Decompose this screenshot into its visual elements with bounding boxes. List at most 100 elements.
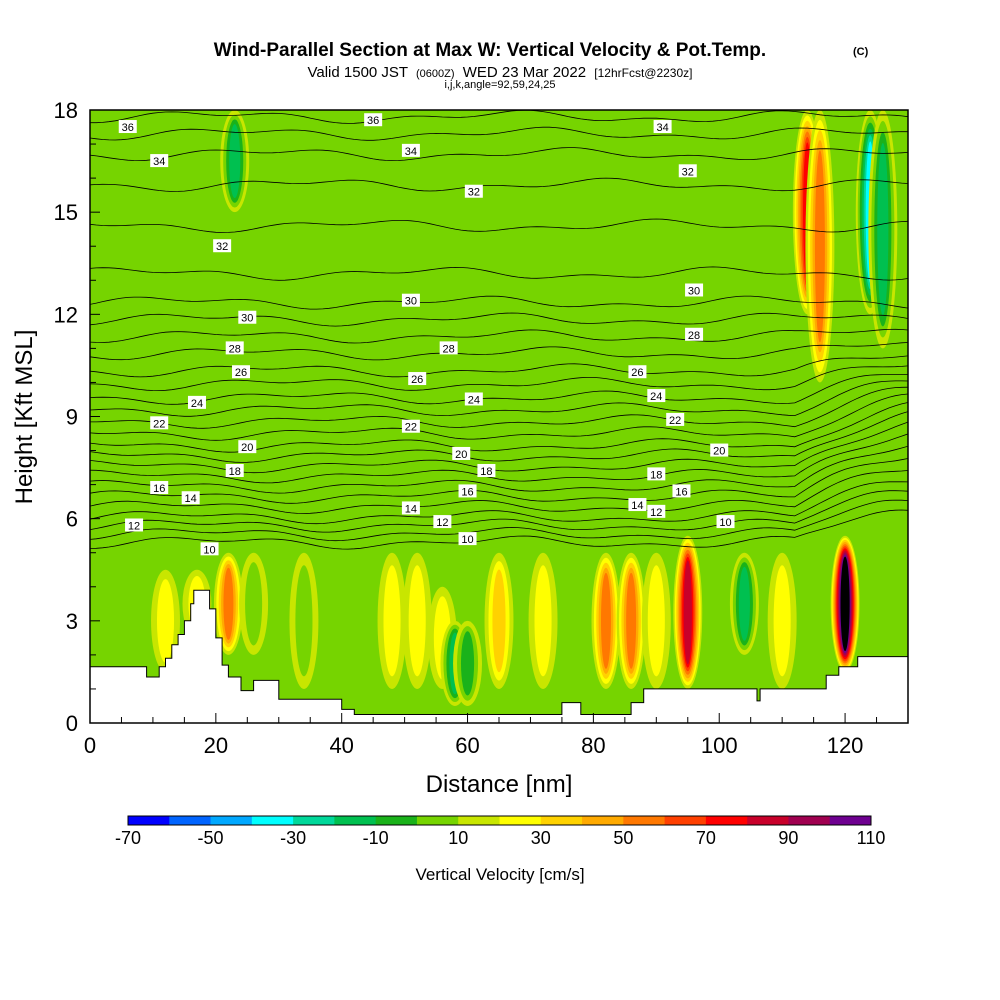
contour-label: 28 — [229, 343, 241, 355]
contour-label: 26 — [235, 367, 247, 379]
contour-label-box — [200, 542, 219, 556]
contour-label-box — [647, 467, 666, 481]
theta-isentrope — [90, 445, 908, 494]
colorbar-swatch — [747, 816, 789, 825]
colorbar-tick-label: 10 — [448, 828, 468, 848]
x-axis-label: Distance [nm] — [426, 771, 573, 798]
theta-isentrope — [90, 365, 908, 392]
theta-isentrope — [90, 295, 908, 310]
x-axis: 0 20 40 60 80 100 120 — [84, 713, 909, 758]
contour-label-box — [464, 392, 483, 406]
theta-isentrope — [90, 126, 908, 141]
contour-label: 28 — [443, 343, 455, 355]
y-axis: 0 3 6 9 12 15 18 — [54, 98, 100, 736]
colorbar-swatch — [705, 816, 748, 825]
velocity-core — [534, 565, 552, 677]
contour-label: 24 — [468, 394, 480, 406]
contour-label: 10 — [461, 534, 473, 546]
velocity-core — [223, 567, 234, 640]
theta-isentrope — [90, 110, 908, 124]
theta-isentrope — [90, 380, 908, 417]
contour-label-box — [464, 184, 483, 198]
colorbar-swatch — [416, 816, 459, 825]
contour-label-box — [150, 416, 169, 430]
chart-title-block: Wind-Parallel Section at Max W: Vertical… — [214, 40, 869, 91]
colorbar-swatch — [623, 816, 666, 825]
contour-label: 30 — [688, 285, 700, 297]
colorbar-swatch — [788, 816, 831, 825]
contour-label: 14 — [631, 500, 643, 512]
colorbar-swatch — [334, 816, 377, 825]
terrain-mask — [90, 589, 908, 723]
contour-label-box — [647, 504, 666, 518]
contour-label: 10 — [203, 544, 215, 556]
x-tick-label: 40 — [329, 733, 353, 758]
potential-temperature-contours — [90, 110, 908, 550]
colorbar-swatch — [499, 816, 542, 825]
contour-label-box — [685, 283, 704, 297]
contour-label-box — [225, 341, 244, 355]
theta-isentrope — [90, 374, 908, 405]
colorbar-swatch — [582, 816, 624, 825]
contour-labels: 36 36 34 34 34 32 32 32 30 30 30 28 28 28 26 26 26 24 24 24… — [118, 113, 735, 556]
theta-isentrope — [90, 481, 908, 525]
vertical-velocity-field — [151, 110, 898, 706]
contour-label-box — [653, 120, 672, 134]
contour-label-box — [232, 365, 251, 379]
contour-label-box — [452, 446, 471, 460]
colorbar-swatch — [458, 816, 500, 825]
contour-label: 34 — [153, 156, 165, 168]
contour-label-box — [150, 154, 169, 168]
contour-label-box — [439, 341, 458, 355]
colorbar-swatch — [251, 816, 294, 825]
colorbar-tick-label: 30 — [531, 828, 551, 848]
contour-label: 16 — [461, 486, 473, 498]
theta-isentrope — [90, 402, 908, 453]
velocity-core — [626, 572, 637, 669]
velocity-core — [460, 631, 475, 696]
contour-label: 34 — [656, 122, 668, 134]
colorbar-tick-label: -30 — [280, 828, 306, 848]
velocity-core — [877, 142, 889, 316]
contour-label-box — [125, 518, 144, 532]
contour-label: 32 — [682, 166, 694, 178]
y-axis-label: Height [Kft MSL] — [11, 330, 38, 505]
contour-label-box — [666, 412, 685, 426]
velocity-core — [738, 566, 750, 641]
velocity-core — [600, 572, 611, 669]
velocity-core — [841, 558, 849, 649]
y-tick-label: 12 — [54, 302, 78, 327]
theta-isentrope — [90, 177, 908, 192]
y-tick-label: 18 — [54, 98, 78, 123]
colorbar-tick-label: 70 — [696, 828, 716, 848]
contour-label: 20 — [241, 442, 253, 454]
contour-label: 18 — [480, 466, 492, 478]
theta-isentrope — [90, 266, 908, 281]
contour-label: 12 — [128, 520, 140, 532]
contour-label: 20 — [713, 446, 725, 458]
velocity-core — [229, 124, 241, 199]
contour-label-box — [433, 515, 452, 529]
subtitle-utc-time: (0600Z) — [416, 68, 455, 80]
x-tick-label: 20 — [204, 733, 228, 758]
y-tick-label: 15 — [54, 200, 78, 225]
contour-label: 14 — [405, 503, 417, 515]
velocity-core — [814, 150, 825, 343]
contour-label: 24 — [650, 391, 662, 403]
contour-label: 32 — [468, 187, 480, 199]
contour-label: 26 — [631, 367, 643, 379]
velocity-core — [492, 569, 506, 673]
subtitle-forecast: [12hrFcst@2230z] — [594, 66, 692, 80]
colorbar-tick-label: 50 — [613, 828, 633, 848]
colorbar-swatch — [169, 816, 211, 825]
colorbar-frame — [127, 815, 872, 826]
contour-label: 24 — [191, 398, 203, 410]
y-tick-label: 0 — [66, 711, 78, 736]
contour-label: 18 — [650, 469, 662, 481]
theta-isentrope — [90, 509, 908, 550]
colorbar-swatch — [664, 816, 707, 825]
theta-isentrope — [90, 355, 908, 378]
contour-label-box — [408, 372, 427, 386]
colorbar-label: Vertical Velocity [cm/s] — [415, 865, 584, 884]
